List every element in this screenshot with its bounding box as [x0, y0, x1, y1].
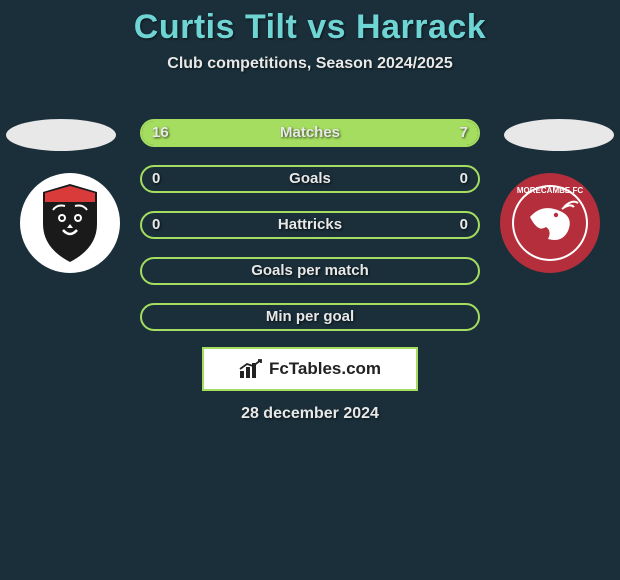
club-badge-left — [20, 173, 120, 273]
stat-label: Min per goal — [142, 305, 478, 329]
comparison-card: Curtis Tilt vs Harrack Club competitions… — [0, 0, 620, 423]
stat-row-hattricks: 0 Hattricks 0 — [140, 211, 480, 239]
stat-value-right: 0 — [460, 167, 468, 191]
main-area: MORECAMBE FC 16 Matches 7 0 Goals 0 — [0, 101, 620, 341]
country-flag-right — [504, 119, 614, 151]
bar-chart-icon — [239, 359, 263, 379]
brand-box[interactable]: FcTables.com — [202, 347, 418, 391]
stat-value-right: 0 — [460, 213, 468, 237]
page-title: Curtis Tilt vs Harrack — [0, 8, 620, 47]
stat-row-min-per-goal: Min per goal — [140, 303, 480, 331]
country-flag-left — [6, 119, 116, 151]
stat-value-right: 7 — [460, 121, 468, 145]
stat-label: Hattricks — [142, 213, 478, 237]
brand-text: FcTables.com — [269, 359, 381, 379]
stat-label: Goals per match — [142, 259, 478, 283]
shield-lion-icon — [35, 182, 105, 264]
subtitle: Club competitions, Season 2024/2025 — [0, 55, 620, 73]
stat-row-goals-per-match: Goals per match — [140, 257, 480, 285]
date-line: 28 december 2024 — [0, 405, 620, 423]
shrimp-badge-icon: MORECAMBE FC — [500, 173, 600, 273]
svg-text:MORECAMBE FC: MORECAMBE FC — [517, 186, 583, 195]
club-badge-right: MORECAMBE FC — [500, 173, 600, 273]
stat-label: Goals — [142, 167, 478, 191]
stats-column: 16 Matches 7 0 Goals 0 0 Hattricks 0 — [140, 119, 480, 349]
stat-row-goals: 0 Goals 0 — [140, 165, 480, 193]
stat-label: Matches — [142, 121, 478, 145]
stat-row-matches: 16 Matches 7 — [140, 119, 480, 147]
